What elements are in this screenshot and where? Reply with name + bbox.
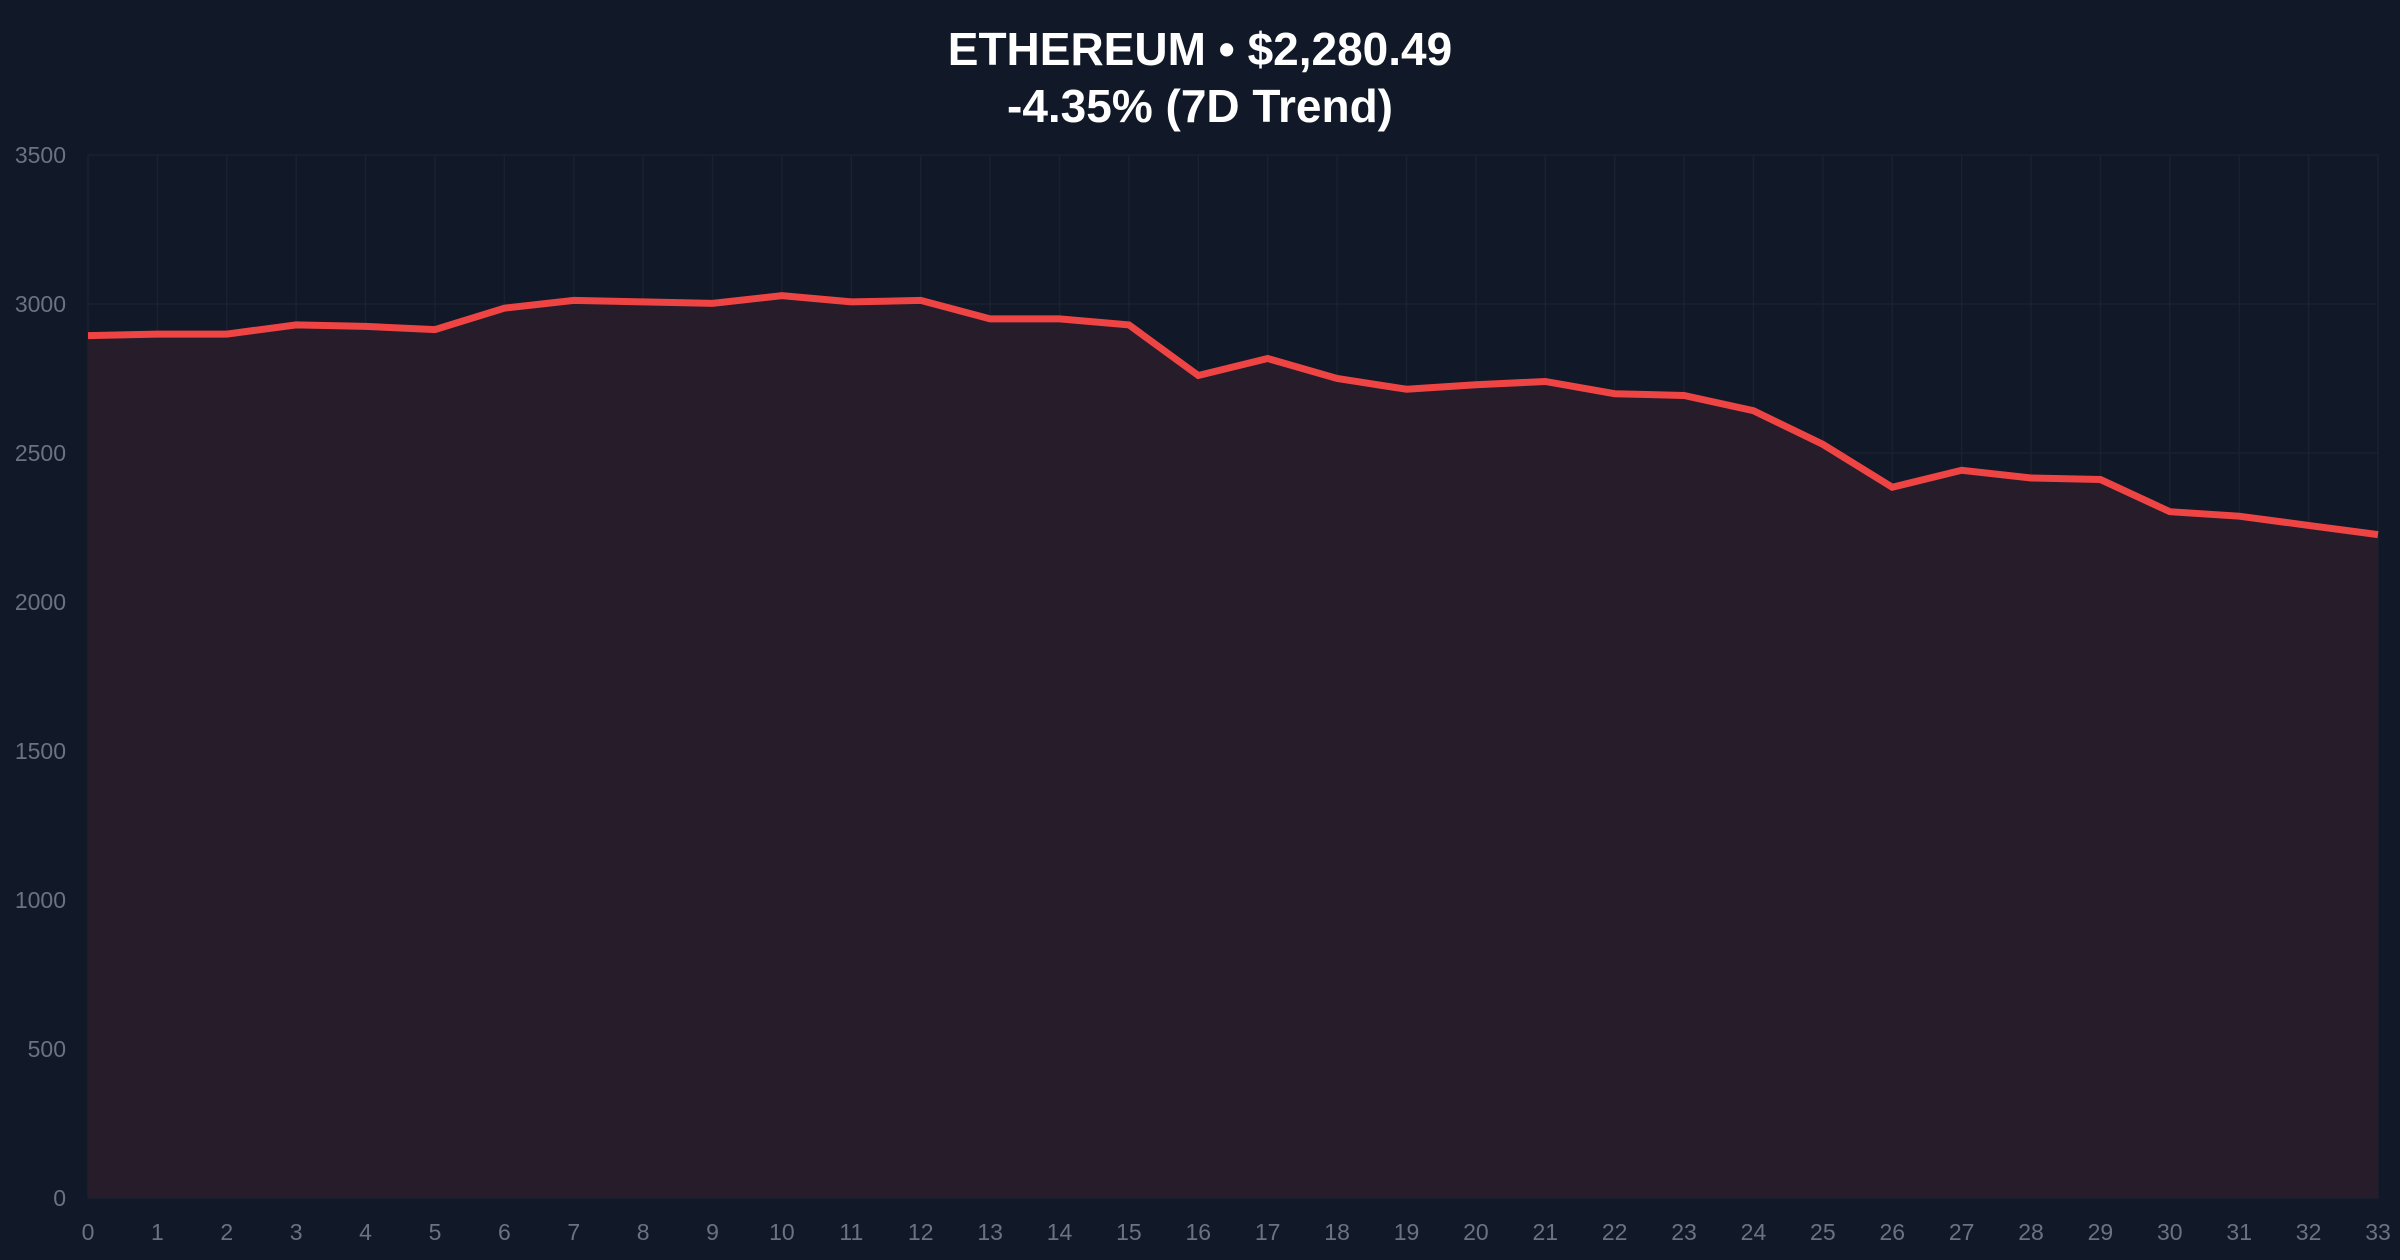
x-tick-label: 9 [706,1219,719,1245]
x-tick-label: 16 [1186,1219,1212,1245]
x-tick-label: 20 [1463,1219,1489,1245]
x-tick-label: 19 [1394,1219,1420,1245]
x-tick-label: 6 [498,1219,511,1245]
y-tick-label: 1500 [15,738,66,764]
x-tick-label: 11 [839,1219,863,1245]
chart-subtitle: -4.35% (7D Trend) [1007,80,1393,132]
x-tick-label: 22 [1602,1219,1628,1245]
area-fill [88,295,2378,1198]
x-tick-label: 0 [82,1219,95,1245]
x-tick-label: 5 [429,1219,442,1245]
x-tick-label: 30 [2157,1219,2183,1245]
y-tick-label: 2000 [15,589,66,615]
x-tick-label: 25 [1810,1219,1836,1245]
x-tick-label: 12 [908,1219,934,1245]
x-tick-label: 13 [977,1219,1003,1245]
x-tick-label: 18 [1324,1219,1350,1245]
x-tick-label: 27 [1949,1219,1975,1245]
x-tick-label: 33 [2365,1219,2391,1245]
x-tick-label: 14 [1047,1219,1073,1245]
x-tick-label: 24 [1741,1219,1767,1245]
x-tick-label: 31 [2226,1219,2252,1245]
x-tick-label: 32 [2296,1219,2322,1245]
x-tick-label: 1 [151,1219,164,1245]
y-tick-label: 3000 [15,291,66,317]
y-tick-label: 2500 [15,440,66,466]
x-tick-label: 17 [1255,1219,1281,1245]
price-line [87,292,2379,539]
x-tick-label: 10 [769,1219,795,1245]
x-tick-label: 15 [1116,1219,1142,1245]
x-tick-label: 23 [1671,1219,1697,1245]
x-tick-label: 2 [220,1219,233,1245]
x-tick-label: 8 [637,1219,650,1245]
y-tick-label: 0 [53,1185,66,1211]
x-tick-label: 28 [2018,1219,2044,1245]
x-tick-label: 29 [2088,1219,2114,1245]
y-tick-label: 3500 [15,142,66,168]
x-tick-label: 7 [567,1219,580,1245]
x-tick-label: 21 [1532,1219,1558,1245]
x-tick-label: 3 [290,1219,303,1245]
y-tick-label: 500 [28,1036,66,1062]
x-tick-label: 4 [359,1219,372,1245]
chart-title: ETHEREUM • $2,280.49 [947,23,1453,75]
x-tick-label: 26 [1879,1219,1905,1245]
y-tick-label: 1000 [15,887,66,913]
